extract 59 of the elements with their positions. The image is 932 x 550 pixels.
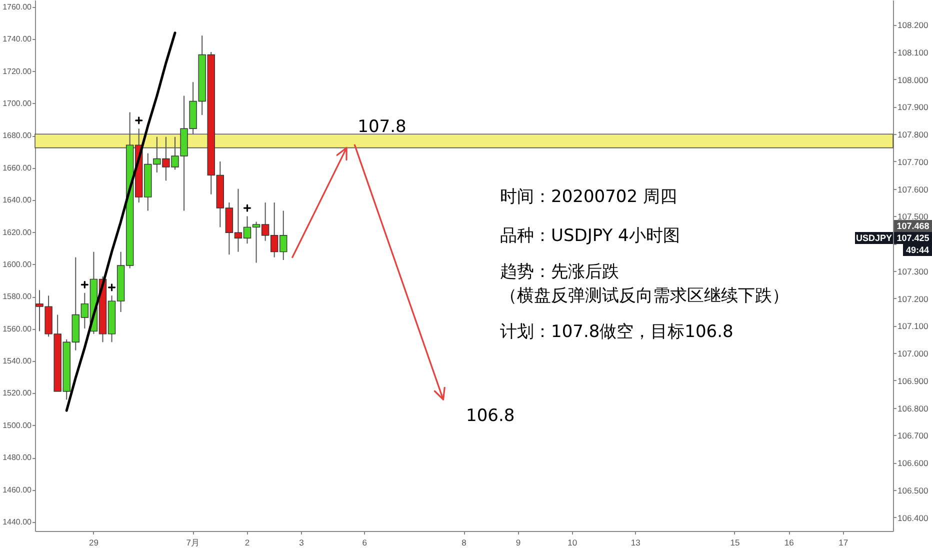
x-tick-label: 3 xyxy=(299,538,304,548)
y-tick-label: 107.800 xyxy=(898,130,928,140)
x-tick-label: 10 xyxy=(568,538,578,548)
annotation: 计划：107.8做空，目标106.8 xyxy=(500,322,734,342)
text: 107.468 xyxy=(896,221,930,231)
y-tick-label: 106.400 xyxy=(898,512,928,523)
annotation: 品种：USDJPY 4小时图 xyxy=(500,226,680,246)
y2-tick-label: 1660.00 xyxy=(2,163,32,172)
y2-tick-label: 1680.00 xyxy=(2,131,32,140)
y2-tick-label: 1520.00 xyxy=(2,388,32,398)
y2-tick-label: 1720.00 xyxy=(2,66,32,76)
x-tick-label: 16 xyxy=(784,538,794,548)
annotation: USDJPY xyxy=(856,233,892,243)
x-tick-label: 13 xyxy=(630,538,641,548)
y-tick-label: 108.100 xyxy=(898,48,928,58)
y-tick-label: 107.500 xyxy=(898,212,928,222)
y2-tick-label: 1540.00 xyxy=(2,356,32,366)
annotation: 时间：20200702 周四 xyxy=(500,187,677,207)
y2-tick-label: 1620.00 xyxy=(2,228,32,237)
x-tick-label: 6 xyxy=(362,538,368,548)
y-tick-label: 108.200 xyxy=(898,20,928,30)
annotation: 趋势：先涨后跌 xyxy=(500,262,619,282)
y2-tick-label: 1760.00 xyxy=(2,2,32,12)
y2-tick-label: 1580.00 xyxy=(2,292,32,302)
y2-tick-label: 1440.00 xyxy=(2,517,32,526)
annotation: 106.8 xyxy=(466,406,515,426)
band-label: 107.8 xyxy=(358,117,406,138)
y2-tick-label: 1700.00 xyxy=(2,98,32,108)
y-tick-label: 107.000 xyxy=(898,348,928,359)
y-tick-label: 107.200 xyxy=(898,294,928,304)
y-tick-label: 106.900 xyxy=(898,376,928,386)
y2-tick-label: 1560.00 xyxy=(2,324,32,334)
y2-tick-label: 1480.00 xyxy=(2,453,32,462)
y-tick-label: 107.300 xyxy=(898,266,928,276)
x-tick-label: 9 xyxy=(516,538,521,548)
y2-tick-label: 1500.00 xyxy=(2,420,32,430)
annotation: （横盘反弹测试反向需求区继续下跌） xyxy=(500,286,789,306)
x-tick-label: 2 xyxy=(244,538,250,548)
text: 107.425 xyxy=(896,233,930,243)
y-tick-label: 107.900 xyxy=(898,102,928,112)
y-tick-label: 107.100 xyxy=(898,321,928,332)
x-tick-label: 29 xyxy=(88,538,99,548)
y2-tick-label: 1460.00 xyxy=(2,485,32,494)
y-tick-label: 106.600 xyxy=(898,458,928,468)
y-tick-label: 108.000 xyxy=(898,74,928,85)
y-tick-label: 106.700 xyxy=(898,430,928,441)
line-series xyxy=(65,32,176,412)
y-tick-label: 106.800 xyxy=(898,403,928,414)
x-tick-label: 17 xyxy=(838,538,848,548)
y-tick-label: 107.600 xyxy=(898,184,928,194)
x-tick-label: 7月 xyxy=(186,538,200,548)
y2-tick-label: 1640.00 xyxy=(2,196,32,205)
x-tick-label: 15 xyxy=(730,538,740,548)
y2-tick-label: 1600.00 xyxy=(2,260,32,269)
y-tick-label: 106.500 xyxy=(898,485,928,496)
y2-tick-label: 1740.00 xyxy=(2,34,32,44)
text: 49:44 xyxy=(906,245,930,255)
x-tick-label: 8 xyxy=(462,538,467,548)
y-tick-label: 107.700 xyxy=(898,156,928,167)
